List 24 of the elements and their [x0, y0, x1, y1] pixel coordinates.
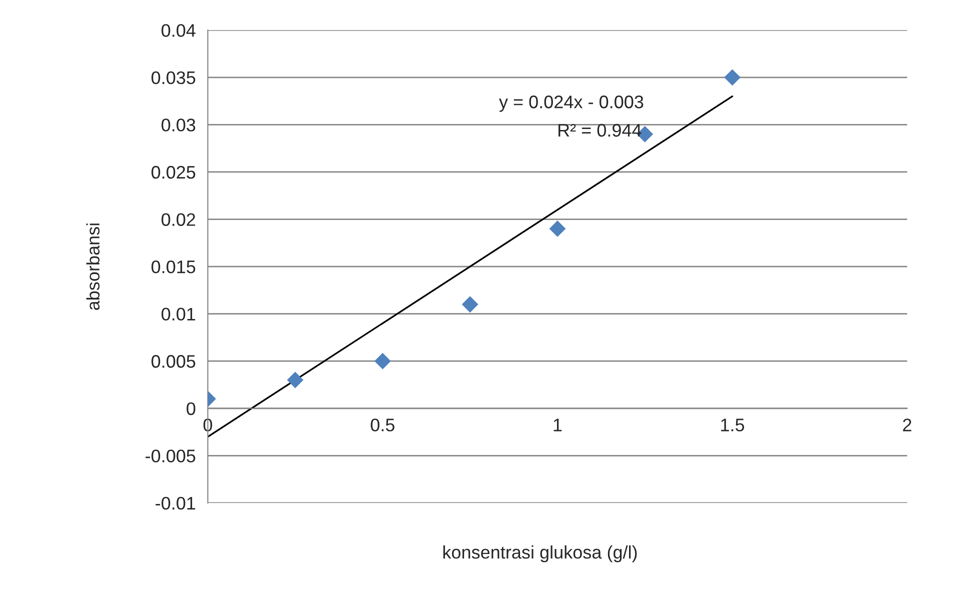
point [724, 69, 741, 86]
x-tick-label: 2 [903, 418, 912, 432]
x-axis-title: konsentrasi glukosa (g/l) [443, 545, 637, 562]
point [374, 352, 391, 370]
point [462, 296, 478, 313]
y-tick-label: 0.005 [152, 355, 196, 368]
y-tick-label: 0.015 [152, 260, 196, 274]
x-tick-label: 1 [554, 418, 562, 432]
y-tick-label: 0.01 [162, 308, 196, 321]
y-tick-label: -0.01 [156, 496, 196, 510]
x-tick-label: 1.5 [721, 418, 744, 432]
point [286, 372, 304, 388]
y-axis-title: absorbansi [86, 224, 100, 310]
y-tick-label: 0.04 [162, 24, 196, 37]
y-tick-label: 0.02 [162, 213, 196, 226]
annotation: y = 0.024x - 0.003 [498, 96, 644, 112]
point [549, 220, 566, 237]
y-tick-label: 0.03 [162, 118, 196, 132]
annotation: R² = 0.944 [558, 124, 642, 137]
x-tick-label: 0.5 [370, 418, 394, 432]
y-tick-label: 0.025 [152, 166, 196, 179]
y-tick-label: 0 [186, 402, 196, 416]
y-tick-label: -0.005 [146, 450, 196, 462]
y-tick-label: 0.035 [152, 71, 196, 84]
